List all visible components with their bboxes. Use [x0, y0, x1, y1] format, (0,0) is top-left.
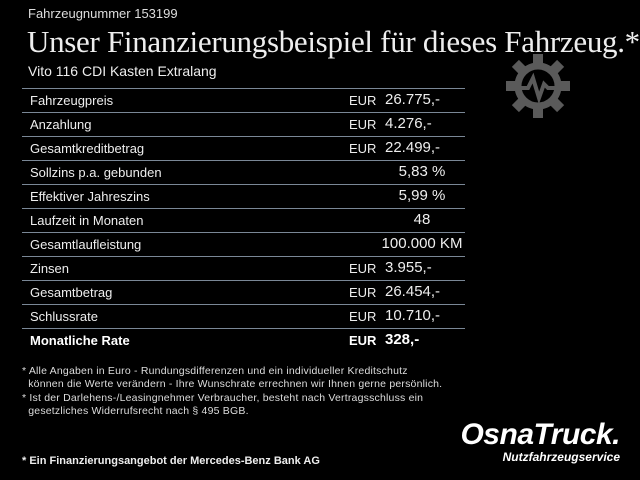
- table-row: Sollzins p.a. gebunden 5,83 %: [22, 161, 465, 185]
- footnote-line: * Ist der Darlehens-/Leasingnehmer Verbr…: [22, 391, 424, 404]
- row-label: Sollzins p.a. gebunden: [30, 165, 162, 180]
- row-label: Anzahlung: [30, 117, 92, 132]
- table-row: Fahrzeugpreis EUR 26.775,-: [22, 89, 465, 113]
- row-value: 26.454,-: [385, 283, 441, 300]
- table-row: Anzahlung EUR 4.276,-: [22, 113, 465, 137]
- row-currency: EUR: [349, 333, 377, 348]
- row-value: 3.955,-: [385, 259, 432, 276]
- row-label: Monatliche Rate: [30, 333, 130, 348]
- row-currency: EUR: [349, 261, 377, 276]
- row-value: 5,83 %: [398, 163, 446, 180]
- page-title: Unser Finanzierungsbeispiel für dieses F…: [27, 24, 640, 59]
- footnote-line: können die Werte verändern - Ihre Wunsch…: [22, 378, 443, 391]
- table-row: Gesamtkreditbetrag EUR 22.499,-: [22, 137, 465, 161]
- row-value: 5,99 %: [398, 187, 446, 204]
- gear-pulse-icon: [506, 54, 570, 123]
- table-row: Zinsen EUR 3.955,-: [22, 257, 465, 281]
- logo-name: OsnaTruck.: [460, 418, 620, 451]
- row-label: Laufzeit in Monaten: [30, 213, 144, 228]
- row-currency: EUR: [349, 117, 377, 132]
- table-row: Gesamtlaufleistung 100.000 KM: [22, 233, 465, 257]
- table-row: Monatliche Rate EUR 328,-: [22, 329, 465, 352]
- finance-table: Fahrzeugpreis EUR 26.775,- Anzahlung EUR 4.27…: [22, 88, 465, 352]
- row-value: 48: [413, 211, 431, 228]
- row-value: 22.499,-: [385, 139, 441, 156]
- table-row: Gesamtbetrag EUR 26.454,-: [22, 281, 465, 305]
- footnotes: * Alle Angaben in Euro - Rundungsdiffere…: [22, 365, 442, 418]
- footnote-line: * Alle Angaben in Euro - Rundungsdiffere…: [22, 365, 408, 377]
- row-currency: EUR: [349, 141, 377, 156]
- footnote-line: gesetzliches Widerrufsrecht nach § 495 B…: [22, 404, 249, 417]
- row-label: Zinsen: [30, 261, 70, 276]
- row-label: Schlussrate: [30, 309, 98, 324]
- vehicle-number: Fahrzeugnummer 153199: [28, 6, 178, 21]
- row-value: 10.710,-: [385, 307, 441, 324]
- row-value: 328,-: [385, 331, 420, 348]
- row-value: 26.775,-: [385, 91, 441, 108]
- row-label: Gesamtbetrag: [30, 285, 113, 300]
- row-label: Effektiver Jahreszins: [30, 189, 150, 204]
- vehicle-model: Vito 116 CDI Kasten Extralang: [28, 63, 217, 79]
- table-row: Schlussrate EUR 10.710,-: [22, 305, 465, 329]
- osnatruck-logo: OsnaTruck. Nutzfahrzeugservice: [442, 418, 620, 465]
- row-currency: EUR: [349, 285, 377, 300]
- row-value: 4.276,-: [385, 115, 432, 132]
- row-label: Fahrzeugpreis: [30, 93, 114, 108]
- row-currency: EUR: [349, 93, 377, 108]
- logo-subtitle: Nutzfahrzeugservice: [502, 450, 620, 464]
- row-label: Gesamtlaufleistung: [30, 237, 142, 252]
- row-value: 100.000 KM: [381, 235, 463, 252]
- table-row: Laufzeit in Monaten 48: [22, 209, 465, 233]
- bank-note: * Ein Finanzierungsangebot der Mercedes-…: [22, 455, 320, 467]
- row-label: Gesamtkreditbetrag: [30, 141, 145, 156]
- row-currency: EUR: [349, 309, 377, 324]
- table-row: Effektiver Jahreszins 5,99 %: [22, 185, 465, 209]
